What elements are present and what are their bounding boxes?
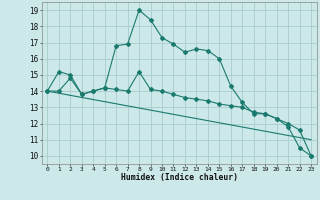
X-axis label: Humidex (Indice chaleur): Humidex (Indice chaleur) bbox=[121, 173, 238, 182]
